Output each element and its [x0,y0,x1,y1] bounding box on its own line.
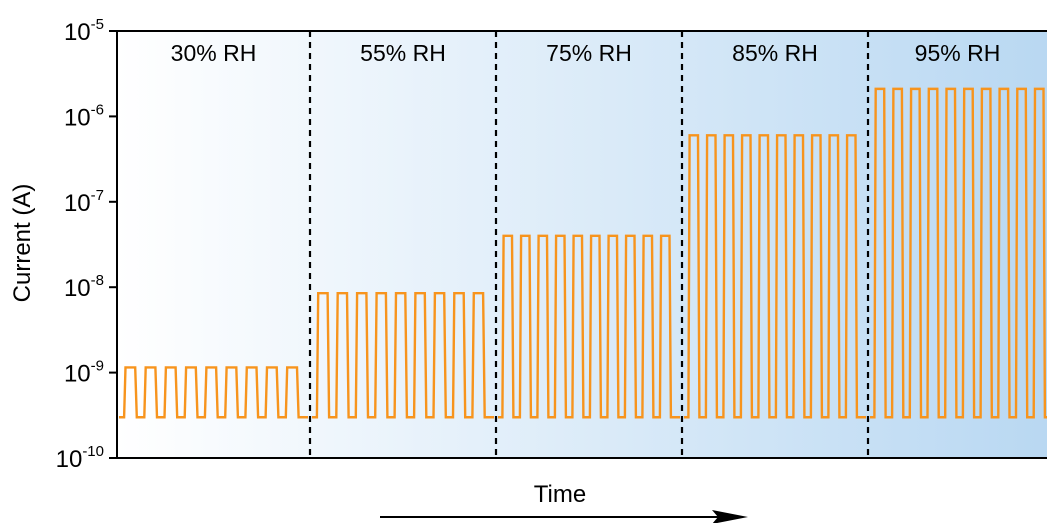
x-axis-label: Time [534,481,586,508]
segment-label: 55% RH [360,40,446,66]
y-tick-label: 10-9 [64,358,104,388]
y-tick-label: 10-5 [64,16,104,46]
y-axis-label: Current (A) [9,184,36,303]
y-tick-label: 10-10 [56,443,104,473]
data-series-2 [312,292,494,419]
data-series-4 [684,134,866,419]
segment-label: 95% RH [915,40,1001,66]
data-series-5 [870,87,1047,419]
y-tick-label: 10-6 [64,101,104,131]
segment-label: 75% RH [546,40,632,66]
data-series-1 [119,366,308,419]
segment-label: 30% RH [171,40,257,66]
y-tick-label: 10-8 [64,272,104,302]
segment-label: 85% RH [732,40,818,66]
data-series-3 [498,234,680,419]
y-tick-label: 10-7 [64,187,104,217]
time-arrow-head [712,510,748,523]
